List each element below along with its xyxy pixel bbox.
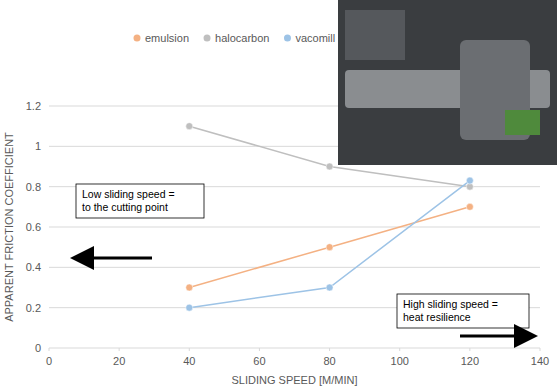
legend-label: vacomill [295,32,335,44]
point [326,163,333,170]
grid-line [49,267,540,268]
annotation-box [76,184,204,218]
plot-area [186,123,474,312]
y-tick-label: 0 [35,342,41,354]
x-tick-label: 140 [531,355,549,367]
annotation-text: to the cutting point [82,201,168,213]
legend-marker [134,35,141,42]
series-line [189,207,470,288]
y-tick-label: 0.8 [26,181,41,193]
photo-bg [338,0,557,165]
annotation-box [397,294,529,328]
point [326,284,333,291]
y-tick-label: 0.6 [26,221,41,233]
grid-line [49,348,540,349]
y-tick-label: 0.4 [26,261,41,273]
y-tick-label: 1.2 [26,100,41,112]
annotation: Low sliding speed =to the cutting point [76,184,204,258]
point [466,177,473,184]
legend-marker [204,35,211,42]
legend: emulsion halocarbon vacomill [134,32,336,44]
y-axis-title: APPARENT FRICTION COEFFICIENT [3,132,15,322]
annotation-text: High sliding speed = [403,298,498,310]
photo [338,0,557,165]
x-tick [329,348,330,351]
legend-label: halocarbon [215,32,269,44]
photo-board [505,110,540,135]
x-tick [399,348,400,351]
grid-line [49,227,540,228]
annotation-arrow [76,257,152,260]
point [186,123,193,130]
legend-label: emulsion [145,32,189,44]
chart: 0 0.2 0.4 0.6 0.8 1 1.2 0 20 40 60 80 100 120 140 SLIDI… [0,0,557,391]
x-tick-label: 0 [46,355,52,367]
x-tick-label: 100 [391,355,409,367]
legend-marker [284,35,291,42]
x-tick [49,348,50,351]
x-tick-label: 20 [113,355,125,367]
x-tick [259,348,260,351]
point [466,203,473,210]
annotation-text: Low sliding speed = [82,188,175,200]
x-tick [189,348,190,351]
photo-tool [345,10,405,60]
x-tick-label: 80 [323,355,335,367]
y-tick-label: 0.2 [26,302,41,314]
series-line [189,181,470,308]
x-tick [540,348,541,351]
x-tick-label: 40 [183,355,195,367]
x-tick [469,348,470,351]
annotation-arrow [460,335,532,338]
point [326,244,333,251]
point [186,284,193,291]
series-line [189,126,470,187]
x-tick-label: 120 [461,355,479,367]
annotation: High sliding speed =heat resilience [397,294,532,336]
x-tick-label: 60 [253,355,265,367]
x-tick [119,348,120,351]
point [186,304,193,311]
x-axis-title: SLIDING SPEED [M/MIN] [232,374,358,386]
y-tick-label: 1 [35,140,41,152]
annotation-text: heat resilience [403,311,471,323]
